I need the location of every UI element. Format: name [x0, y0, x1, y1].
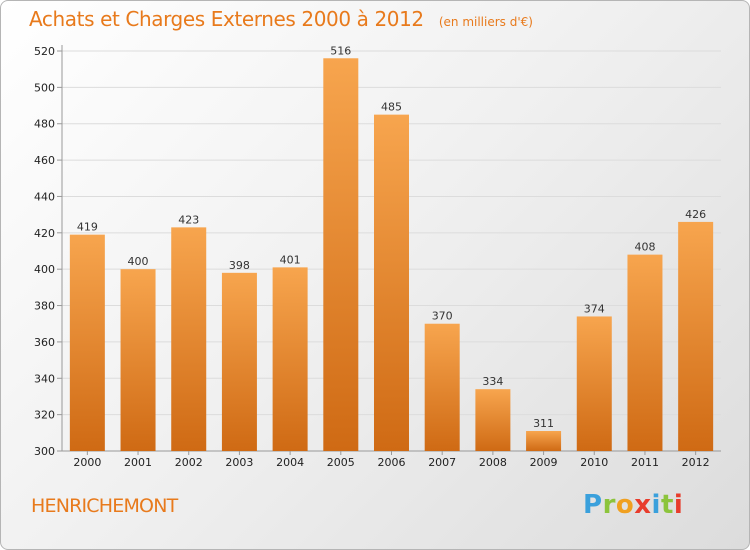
bar: [678, 221, 714, 451]
bars: [69, 58, 714, 452]
logo-letter: x: [634, 490, 652, 520]
y-tick-label: 460: [34, 154, 55, 167]
y-tick-label: 440: [34, 190, 55, 203]
bar: [576, 316, 612, 451]
x-tick-label: 2005: [327, 456, 355, 469]
bar: [69, 234, 105, 451]
logo-letter: i: [673, 490, 684, 520]
y-tick-label: 340: [34, 372, 55, 385]
x-tick-label: 2009: [530, 456, 558, 469]
bar-value-label: 311: [533, 417, 554, 430]
bar: [424, 323, 460, 451]
bar: [221, 272, 257, 451]
bar-value-label: 419: [77, 221, 98, 234]
bar: [120, 269, 156, 451]
logo-letter: t: [660, 490, 674, 520]
y-tick-label: 360: [34, 336, 55, 349]
bar-value-label: 408: [634, 241, 655, 254]
bar-value-label: 374: [584, 302, 605, 315]
y-tick-label: 500: [34, 81, 55, 94]
bar: [323, 58, 359, 451]
chart-subtitle: (en milliers d'€): [438, 15, 533, 29]
proxiti-logo[interactable]: Proxiti: [583, 490, 683, 520]
city-name: HENRICHEMONT: [31, 495, 178, 517]
x-tick-label: 2010: [580, 456, 608, 469]
x-tick-label: 2011: [631, 456, 659, 469]
y-tick-label: 380: [34, 300, 55, 313]
x-tick-label: 2001: [124, 456, 152, 469]
bar: [526, 431, 562, 451]
bar-value-label: 398: [229, 259, 250, 272]
x-tick-label: 2006: [378, 456, 406, 469]
bar-value-label: 426: [685, 208, 706, 221]
bar-value-label: 334: [482, 375, 503, 388]
x-tick-label: 2012: [682, 456, 710, 469]
logo-letter: o: [615, 490, 635, 520]
tick-labels: 300 320 340 360 380 400 420 440 460 480 500 520 2000…: [34, 45, 710, 469]
x-tick-label: 2008: [479, 456, 507, 469]
x-tick-label: 2003: [225, 456, 253, 469]
bar: [475, 389, 511, 451]
x-tick-label: 2004: [276, 456, 304, 469]
y-tick-label: 480: [34, 118, 55, 131]
y-tick-label: 300: [34, 445, 55, 458]
bar-value-label: 370: [432, 310, 453, 323]
x-tick-label: 2007: [428, 456, 456, 469]
bar: [272, 267, 308, 451]
y-tick-label: 400: [34, 263, 55, 276]
logo-letter: r: [602, 490, 616, 520]
title-row: Achats et Charges Externes 2000 à 2012 (…: [29, 7, 533, 31]
y-tick-label: 520: [34, 45, 55, 58]
bar: [374, 114, 409, 452]
y-tick-label: 320: [34, 409, 55, 422]
logo-letter: P: [583, 490, 603, 520]
bar: [627, 254, 663, 451]
bar-value-label: 423: [178, 213, 199, 226]
x-tick-label: 2002: [175, 456, 203, 469]
bar: [171, 227, 207, 451]
bar-value-label: 400: [128, 255, 149, 268]
logo-letter: i: [651, 490, 661, 520]
y-tick-label: 420: [34, 227, 55, 240]
bar-value-label: 516: [330, 44, 351, 57]
chart-title: Achats et Charges Externes 2000 à 2012: [29, 7, 424, 31]
x-tick-label: 2000: [73, 456, 101, 469]
bar-value-label: 485: [381, 101, 402, 114]
bar-value-label: 401: [280, 253, 301, 266]
value-labels: 419 400 423 398 401 516 485 370 334 311 374 408 426: [77, 44, 706, 430]
